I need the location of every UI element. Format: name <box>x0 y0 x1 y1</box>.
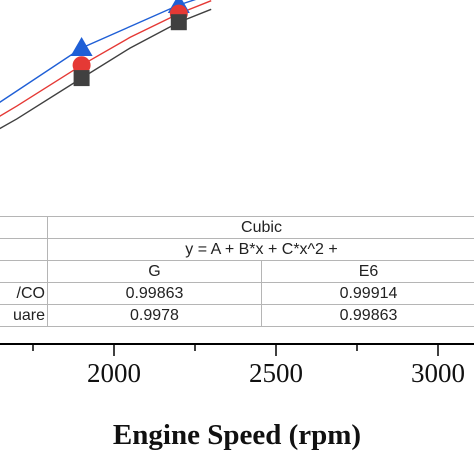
fit-model-label: Cubic <box>47 216 474 239</box>
data-point-square <box>170 14 187 31</box>
fit-curve <box>0 8 212 130</box>
x-tick-label: 2000 <box>87 358 141 388</box>
table-corner-cell <box>0 216 48 239</box>
table-row: uare 0.9978 0.99863 <box>0 304 474 327</box>
fit-curve <box>0 0 197 103</box>
table-row: /CO 0.99863 0.99914 <box>0 282 474 305</box>
table-cell: 0.9978 <box>47 304 262 327</box>
fit-parameters-table: Cubic y = A + B*x + C*x^2 + G E6 /CO 0.9… <box>0 216 474 327</box>
x-axis-label: Engine Speed (rpm) <box>112 419 362 451</box>
table-col-header: E6 <box>260 260 474 283</box>
x-tick-label: 3000 <box>411 358 465 388</box>
fit-equation: y = A + B*x + C*x^2 + <box>47 238 474 261</box>
table-cell: 0.99863 <box>260 304 474 327</box>
data-point-square <box>73 70 90 87</box>
data-point-triangle <box>70 37 93 56</box>
data-points <box>70 0 190 87</box>
table-corner-cell <box>0 238 48 261</box>
data-point-circle <box>72 56 91 75</box>
table-corner-cell <box>0 260 48 283</box>
table-cell: 0.99914 <box>260 282 474 305</box>
table-row-label: uare <box>0 304 48 327</box>
table-cell: 0.99863 <box>47 282 262 305</box>
table-row-label: /CO <box>0 282 48 305</box>
x-axis-ticks <box>32 344 439 356</box>
x-tick-label: 2500 <box>249 358 303 388</box>
table-col-header: G <box>47 260 262 283</box>
